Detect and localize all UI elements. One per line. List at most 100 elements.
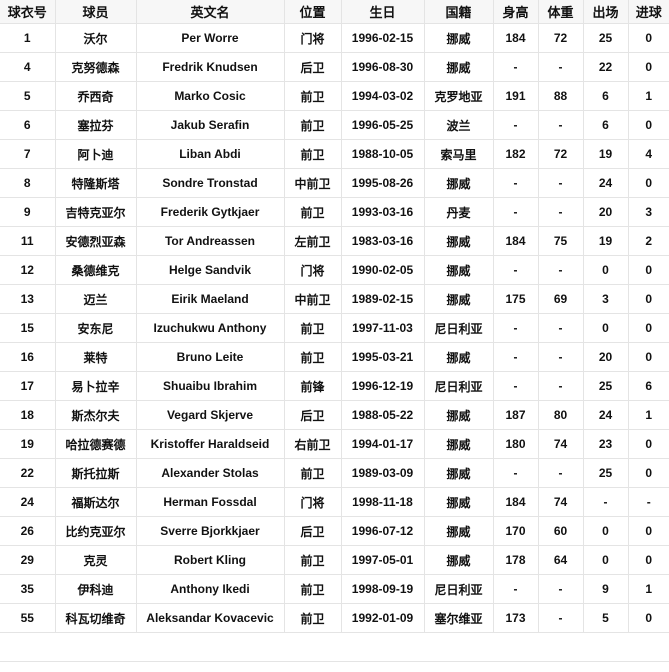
cell-appearances: 3 <box>582 284 629 314</box>
table-row: 13 迈兰 Eirik Maeland 中前卫 1989-02-15 挪威 175 69 3 0 <box>0 284 669 314</box>
cell-jersey-number: 11 <box>0 226 56 256</box>
cell-birthday: 1996-08-30 <box>340 52 425 82</box>
table-row: 55 科瓦切维奇 Aleksandar Kovacevic 前卫 1992-01-09 塞… <box>0 603 669 633</box>
header-appearances[interactable]: 出场 <box>582 0 629 24</box>
cell-height: - <box>492 342 539 372</box>
cell-height: - <box>492 197 539 227</box>
cell-player-name: 沃尔 <box>54 23 137 53</box>
cell-jersey-number: 35 <box>0 574 56 604</box>
cell-jersey-number: 9 <box>0 197 56 227</box>
cell-goals: 0 <box>627 255 669 285</box>
table-row: 11 安德烈亚森 Tor Andreassen 左前卫 1983-03-16 挪威 184 7… <box>0 226 669 256</box>
cell-nationality: 挪威 <box>423 516 494 546</box>
cell-birthday: 1988-10-05 <box>340 139 425 169</box>
table-row: 19 哈拉德赛德 Kristoffer Haraldseid 右前卫 1994-01-1… <box>0 429 669 459</box>
cell-weight: - <box>537 603 584 633</box>
cell-height: 191 <box>492 81 539 111</box>
cell-jersey-number: 16 <box>0 342 56 372</box>
cell-player-name: 莱特 <box>54 342 137 372</box>
cell-position: 前卫 <box>283 574 342 604</box>
cell-nationality: 挪威 <box>423 400 494 430</box>
header-birthday[interactable]: 生日 <box>340 0 425 24</box>
cell-english-name: Jakub Serafin <box>135 110 285 140</box>
cell-position: 门将 <box>283 487 342 517</box>
cell-goals: 1 <box>627 574 669 604</box>
cell-appearances: 6 <box>582 110 629 140</box>
header-english-name[interactable]: 英文名 <box>135 0 285 24</box>
cell-goals: 0 <box>627 23 669 53</box>
divider <box>0 661 669 662</box>
header-nationality[interactable]: 国籍 <box>423 0 494 24</box>
header-goals[interactable]: 进球 <box>627 0 669 24</box>
cell-nationality: 波兰 <box>423 110 494 140</box>
cell-appearances: 0 <box>582 516 629 546</box>
header-position[interactable]: 位置 <box>283 0 342 24</box>
cell-weight: - <box>537 574 584 604</box>
cell-position: 门将 <box>283 255 342 285</box>
cell-nationality: 挪威 <box>423 168 494 198</box>
header-player-name[interactable]: 球员 <box>54 0 137 24</box>
cell-english-name: Anthony Ikedi <box>135 574 285 604</box>
cell-english-name: Izuchukwu Anthony <box>135 313 285 343</box>
table-row: 7 阿卜迪 Liban Abdi 前卫 1988-10-05 索马里 182 72 19 4 <box>0 139 669 169</box>
table-row: 26 比约克亚尔 Sverre Bjorkkjaer 后卫 1996-07-12 挪威 17… <box>0 516 669 546</box>
cell-height: - <box>492 110 539 140</box>
cell-position: 前卫 <box>283 110 342 140</box>
cell-english-name: Sverre Bjorkkjaer <box>135 516 285 546</box>
cell-position: 后卫 <box>283 400 342 430</box>
cell-nationality: 尼日利亚 <box>423 574 494 604</box>
header-jersey-number[interactable]: 球衣号 <box>0 0 56 24</box>
cell-player-name: 克灵 <box>54 545 137 575</box>
cell-goals: 0 <box>627 458 669 488</box>
header-weight[interactable]: 体重 <box>537 0 584 24</box>
cell-english-name: Helge Sandvik <box>135 255 285 285</box>
cell-appearances: 19 <box>582 139 629 169</box>
cell-nationality: 尼日利亚 <box>423 371 494 401</box>
cell-nationality: 克罗地亚 <box>423 81 494 111</box>
table-row: 15 安东尼 Izuchukwu Anthony 前卫 1997-11-03 尼日利亚 - -… <box>0 313 669 343</box>
cell-position: 前卫 <box>283 81 342 111</box>
cell-birthday: 1996-07-12 <box>340 516 425 546</box>
cell-position: 中前卫 <box>283 168 342 198</box>
cell-goals: 4 <box>627 139 669 169</box>
cell-nationality: 挪威 <box>423 545 494 575</box>
cell-weight: 72 <box>537 139 584 169</box>
cell-birthday: 1989-02-15 <box>340 284 425 314</box>
cell-position: 后卫 <box>283 516 342 546</box>
cell-goals: 0 <box>627 516 669 546</box>
cell-weight: 69 <box>537 284 584 314</box>
cell-nationality: 挪威 <box>423 52 494 82</box>
cell-player-name: 克努德森 <box>54 52 137 82</box>
cell-player-name: 伊科迪 <box>54 574 137 604</box>
table-body: 1 沃尔 Per Worre 门将 1996-02-15 挪威 184 72 25 0 4 克努德森 F… <box>0 23 669 633</box>
cell-jersey-number: 1 <box>0 23 56 53</box>
table-row: 16 莱特 Bruno Leite 前卫 1995-03-21 挪威 - -20 0 <box>0 342 669 372</box>
cell-birthday: 1995-08-26 <box>340 168 425 198</box>
table-row: 12 桑德维克 Helge Sandvik 门将 1990-02-05 挪威 - -0 0 <box>0 255 669 285</box>
cell-height: - <box>492 168 539 198</box>
cell-appearances: 9 <box>582 574 629 604</box>
cell-player-name: 哈拉德赛德 <box>54 429 137 459</box>
cell-appearances: 25 <box>582 23 629 53</box>
cell-height: - <box>492 371 539 401</box>
cell-player-name: 阿卜迪 <box>54 139 137 169</box>
squad-table: 球衣号 球员 英文名 位置 生日 国籍 身高 体重 出场 进球 1 沃尔 Per Worre 门将 199… <box>0 0 669 633</box>
cell-player-name: 斯托拉斯 <box>54 458 137 488</box>
cell-english-name: Shuaibu Ibrahim <box>135 371 285 401</box>
cell-height: 178 <box>492 545 539 575</box>
cell-player-name: 斯杰尔夫 <box>54 400 137 430</box>
cell-goals: - <box>627 487 669 517</box>
cell-appearances: 22 <box>582 52 629 82</box>
cell-goals: 1 <box>627 81 669 111</box>
cell-english-name: Alexander Stolas <box>135 458 285 488</box>
cell-jersey-number: 8 <box>0 168 56 198</box>
cell-nationality: 挪威 <box>423 429 494 459</box>
cell-english-name: Tor Andreassen <box>135 226 285 256</box>
header-height[interactable]: 身高 <box>492 0 539 24</box>
cell-player-name: 科瓦切维奇 <box>54 603 137 633</box>
cell-height: 184 <box>492 23 539 53</box>
cell-english-name: Frederik Gytkjaer <box>135 197 285 227</box>
cell-player-name: 易卜拉辛 <box>54 371 137 401</box>
cell-weight: - <box>537 371 584 401</box>
cell-position: 左前卫 <box>283 226 342 256</box>
